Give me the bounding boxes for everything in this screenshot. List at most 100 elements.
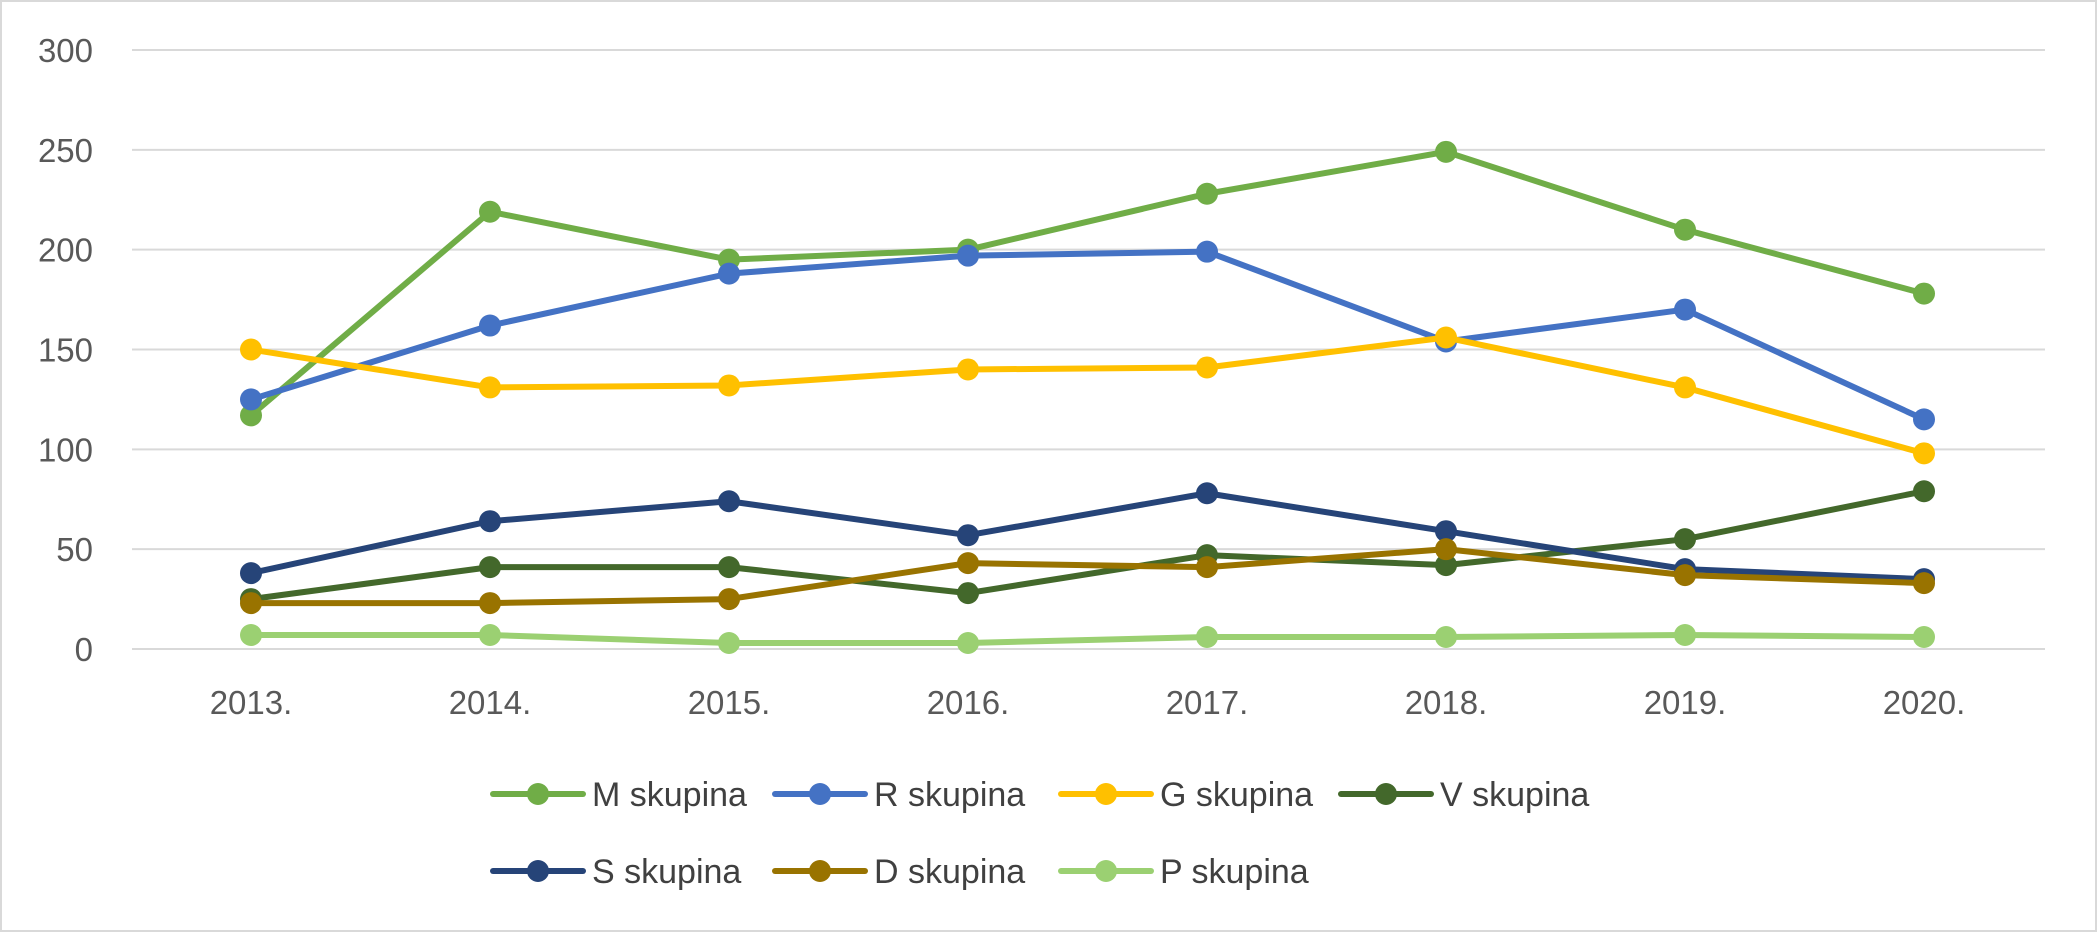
data-point xyxy=(1913,480,1935,503)
legend-label: R skupina xyxy=(874,776,1025,814)
series-line xyxy=(248,248,1927,423)
data-point xyxy=(479,556,501,579)
series-line xyxy=(248,334,1927,457)
y-axis-tick-labels: 0 50 100 150 200 250 300 xyxy=(38,32,93,668)
x-tick-label: 2013. xyxy=(210,684,293,721)
data-point xyxy=(240,562,262,585)
legend-label: D skupina xyxy=(874,853,1025,891)
data-point xyxy=(1435,538,1457,561)
series-v-skupina xyxy=(240,480,1935,611)
data-point xyxy=(1196,626,1218,649)
x-tick-label: 2018. xyxy=(1405,684,1488,721)
x-tick-label: 2015. xyxy=(688,684,771,721)
data-point xyxy=(1913,626,1935,649)
x-axis-tick-labels: 2013. 2014. 2015. 2016. 2017. 2018. 2019. 2020. xyxy=(210,684,1966,721)
series-line xyxy=(248,488,1927,603)
data-point xyxy=(957,244,979,267)
data-point xyxy=(1674,564,1696,587)
legend-swatch-marker xyxy=(527,783,549,805)
data-point xyxy=(1674,298,1696,321)
y-tick-label: 200 xyxy=(38,232,93,269)
legend-swatch-marker xyxy=(809,860,831,882)
data-point xyxy=(1674,528,1696,551)
series-line xyxy=(248,632,1927,647)
legend-label: M skupina xyxy=(592,776,747,814)
series-layer xyxy=(240,140,1935,655)
data-point xyxy=(1196,356,1218,379)
legend-item: D skupina xyxy=(772,853,1025,891)
x-tick-label: 2014. xyxy=(449,684,532,721)
data-point xyxy=(1674,624,1696,647)
data-point xyxy=(479,510,501,533)
y-tick-label: 50 xyxy=(56,531,93,568)
legend-item: R skupina xyxy=(772,776,1025,814)
data-point xyxy=(1674,218,1696,241)
data-point xyxy=(1913,442,1935,465)
data-point xyxy=(1435,520,1457,543)
series-line xyxy=(248,148,1927,419)
legend-swatch-marker xyxy=(1095,860,1117,882)
legend-swatch-marker xyxy=(1375,783,1397,805)
data-point xyxy=(957,552,979,575)
data-point xyxy=(1435,626,1457,649)
legend-label: P skupina xyxy=(1160,853,1309,891)
data-point xyxy=(479,624,501,647)
data-point xyxy=(1196,240,1218,263)
data-point xyxy=(1913,572,1935,595)
data-point xyxy=(240,624,262,647)
data-point xyxy=(957,358,979,381)
data-point xyxy=(718,632,740,655)
legend-label: V skupina xyxy=(1440,776,1589,814)
data-point xyxy=(240,338,262,361)
legend-label: S skupina xyxy=(592,853,741,891)
legend-swatch-marker xyxy=(527,860,549,882)
data-point xyxy=(1435,554,1457,577)
data-point xyxy=(957,632,979,655)
series-p-skupina xyxy=(240,624,1935,655)
data-point xyxy=(1674,376,1696,399)
data-point xyxy=(1435,140,1457,163)
y-tick-label: 0 xyxy=(75,631,93,668)
series-r-skupina xyxy=(240,240,1935,431)
x-tick-label: 2016. xyxy=(927,684,1010,721)
x-tick-label: 2017. xyxy=(1166,684,1249,721)
data-point xyxy=(479,200,501,223)
data-point xyxy=(1196,182,1218,205)
data-point xyxy=(240,388,262,411)
grid-layer xyxy=(132,49,2045,650)
x-tick-label: 2020. xyxy=(1883,684,1966,721)
data-point xyxy=(957,524,979,547)
data-point xyxy=(1435,326,1457,349)
legend-label: G skupina xyxy=(1160,776,1313,814)
data-point xyxy=(718,374,740,397)
data-point xyxy=(240,592,262,615)
data-point xyxy=(718,490,740,513)
data-point xyxy=(479,314,501,337)
legend-item: G skupina xyxy=(1058,776,1313,814)
y-tick-label: 300 xyxy=(38,32,93,69)
data-point xyxy=(1913,282,1935,305)
legend-item: M skupina xyxy=(490,776,747,814)
legend-item: P skupina xyxy=(1058,853,1309,891)
data-point xyxy=(479,376,501,399)
data-point xyxy=(718,588,740,611)
data-point xyxy=(1196,482,1218,505)
y-tick-label: 100 xyxy=(38,431,93,468)
legend: M skupina R skupina G skupina V skupina S sk… xyxy=(490,776,1589,891)
y-tick-label: 150 xyxy=(38,332,93,369)
legend-item: V skupina xyxy=(1338,776,1589,814)
data-point xyxy=(1196,556,1218,579)
data-point xyxy=(957,582,979,605)
data-point xyxy=(479,592,501,615)
data-point xyxy=(240,404,262,427)
data-point xyxy=(718,262,740,285)
legend-swatch-marker xyxy=(1095,783,1117,805)
legend-item: S skupina xyxy=(490,853,741,891)
series-g-skupina xyxy=(240,326,1935,465)
data-point xyxy=(1913,408,1935,431)
data-point xyxy=(718,556,740,579)
x-tick-label: 2019. xyxy=(1644,684,1727,721)
legend-swatch-marker xyxy=(809,783,831,805)
